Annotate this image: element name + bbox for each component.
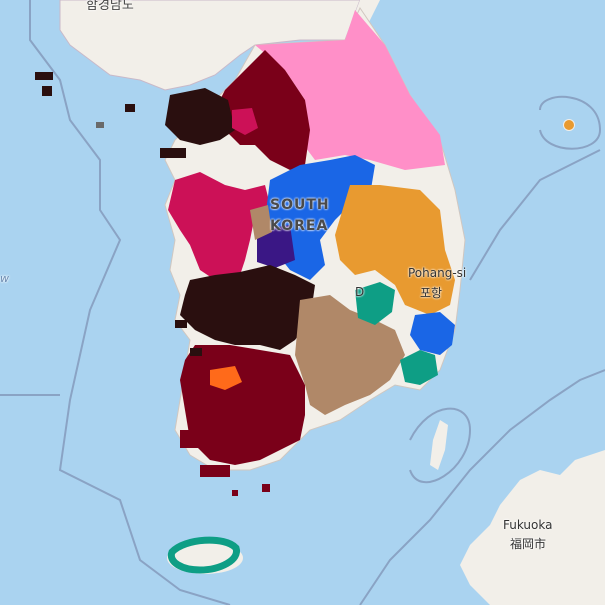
region-overlays <box>35 10 574 574</box>
region-sejong <box>250 205 272 240</box>
city-label-fukuoka[interactable]: Fukuoka <box>503 518 553 532</box>
region-gwangju <box>210 366 242 390</box>
north-province-label: 함경남도 <box>86 0 134 13</box>
region-ulsan <box>410 312 455 355</box>
region-chungnam <box>168 172 270 280</box>
region-jeonbuk <box>180 265 315 350</box>
city-label-pohang[interactable]: Pohang-si <box>408 266 467 280</box>
north-land <box>59 0 361 91</box>
city-label-daegu[interactable]: D <box>355 285 365 299</box>
region-gyeongbuk <box>335 185 455 315</box>
region-incheon <box>165 88 235 145</box>
region-gyeongnam <box>295 295 405 415</box>
region-seoul <box>232 108 258 135</box>
city-label-fukuoka-local: 福岡市 <box>510 537 547 551</box>
region-daegu <box>355 282 395 325</box>
country-label-line1: SOUTH <box>270 197 330 213</box>
region-jeju <box>167 536 240 574</box>
tsushima-island <box>430 420 448 470</box>
region-daejeon <box>257 225 295 268</box>
region-gyeonggi-north <box>215 50 310 170</box>
japan-land <box>460 450 605 605</box>
region-ulleung <box>564 120 574 130</box>
island-markers <box>35 72 270 496</box>
country-label-line2: KOREA <box>270 218 329 234</box>
region-busan <box>400 350 438 385</box>
city-label-pohang-local: 포항 <box>420 286 443 300</box>
sea-label-west: w <box>0 272 9 285</box>
